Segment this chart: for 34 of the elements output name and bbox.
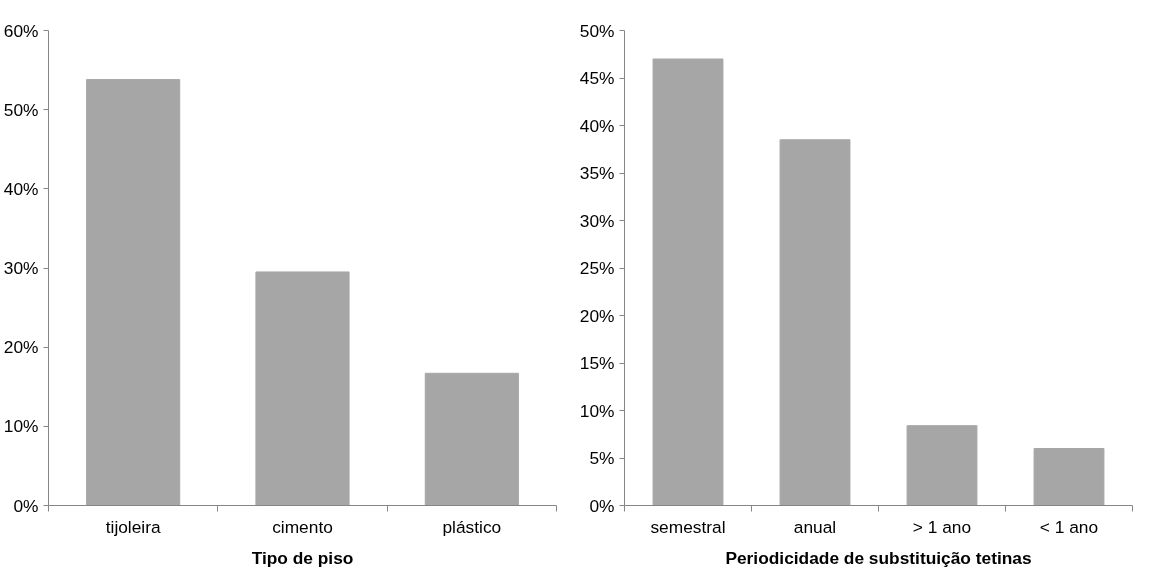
bar (255, 271, 350, 506)
x-tick-label: anual (793, 516, 837, 537)
y-tick-label: 35% (579, 163, 615, 183)
y-tick-label: 40% (579, 115, 615, 136)
y-tick-label: 45% (579, 68, 615, 88)
y-tick-label: 10% (3, 416, 39, 437)
x-tick-label: plástico (442, 516, 502, 537)
bar (424, 372, 519, 506)
x-tick-label: semestral (650, 516, 726, 537)
bar (779, 139, 851, 506)
y-tick-label: 40% (3, 178, 39, 199)
bar (1033, 448, 1105, 506)
x-axis-title: Tipo de piso (251, 547, 354, 568)
y-tick-label: 30% (3, 258, 39, 278)
y-tick-label: 25% (579, 258, 615, 278)
x-tick-label: < 1 ano (1039, 516, 1099, 537)
bar (906, 425, 978, 506)
x-axis-title: Periodicidade de substituição tetinas (725, 547, 1032, 568)
y-tick-label: 50% (579, 20, 615, 41)
y-tick-label: 60% (3, 20, 39, 41)
x-tick-label: > 1 ano (912, 516, 972, 537)
y-tick-label: 0% (13, 495, 39, 516)
y-tick-label: 20% (3, 337, 39, 358)
x-tick-label: tijoleira (105, 516, 161, 537)
y-tick-label: 0% (589, 495, 615, 516)
bar (86, 79, 181, 506)
y-tick-label: 15% (579, 353, 615, 373)
y-tick-label: 5% (589, 448, 615, 468)
bar (652, 58, 724, 506)
y-tick-label: 30% (579, 210, 615, 231)
y-tick-label: 10% (579, 400, 615, 421)
x-tick-label: cimento (272, 516, 333, 537)
y-tick-label: 50% (3, 99, 39, 120)
y-tick-label: 20% (579, 305, 615, 326)
